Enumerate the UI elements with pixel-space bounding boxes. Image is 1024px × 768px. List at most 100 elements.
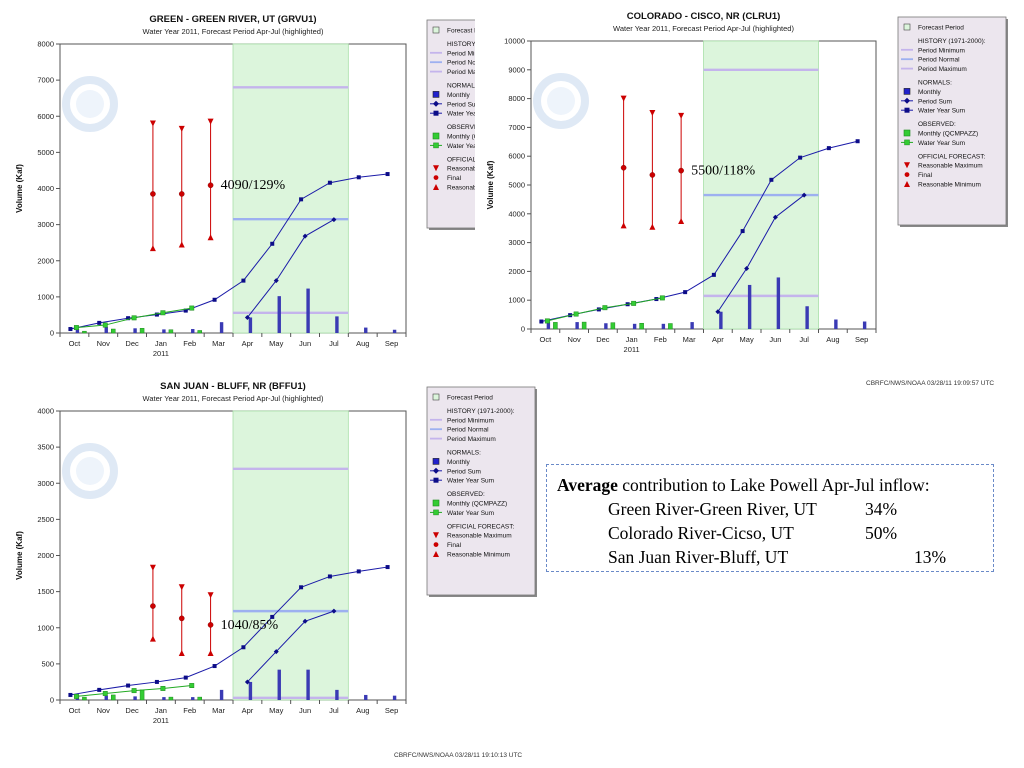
x-tick-label: Feb [183, 339, 196, 348]
forecast-annotation: 4090/129% [221, 178, 286, 193]
observed-monthly-bar [668, 323, 673, 330]
x-tick-label: Dec [125, 339, 139, 348]
observed-monthly-bar [610, 322, 616, 330]
normal-monthly-bar [219, 689, 224, 700]
noaa-watermark-icon [76, 90, 104, 118]
x-tick-label: Sep [385, 706, 398, 715]
forecast-min-marker [207, 234, 214, 241]
legend-history-header: HISTORY (1971-2000): [918, 38, 986, 45]
water-year-sum-point [212, 664, 217, 669]
x-tick-label: May [269, 706, 283, 715]
legend-official-header: OFFICIAL FORECAST: [918, 153, 985, 160]
observed-monthly-bar [197, 696, 202, 701]
legend-swatch [433, 542, 439, 547]
legend-swatch [904, 162, 910, 169]
y-tick-label: 2000 [37, 256, 54, 265]
forecast-max-marker [620, 95, 627, 102]
normal-monthly-bar [162, 697, 166, 700]
normal-monthly-bar [306, 288, 310, 333]
normal-monthly-bar [306, 669, 310, 700]
legend-forecast-period: Forecast Period [447, 395, 493, 402]
observed-water-year-sum-point [160, 685, 166, 691]
summary-row-label: Green River-Green River, UT [608, 499, 817, 519]
summary-row-pct: 34% [865, 499, 898, 519]
water-year-sum-point [683, 290, 688, 295]
x-tick-label: Dec [125, 706, 139, 715]
legend-final: Final [447, 175, 462, 182]
chart-san-juan-river: 0 500 1000 1500 2000 2500 3000 3500 4000 Oct Nov De… [15, 381, 537, 725]
y-tick-label: 6000 [508, 152, 525, 161]
forecast-final-marker [178, 191, 185, 197]
legend-monthly-qcmpazz: Monthly (QCMPAZZ) [447, 134, 480, 141]
y-tick-label: 0 [50, 696, 54, 705]
legend-swatch [433, 165, 439, 172]
x-tick-label: Sep [855, 335, 868, 344]
observed-water-year-sum-point [131, 315, 137, 321]
y-tick-label: 500 [41, 659, 54, 668]
legend-swatch [433, 142, 439, 149]
forecast-final-marker [178, 615, 185, 622]
x-tick-label: Dec [596, 335, 610, 344]
forecast-max-marker [207, 118, 214, 125]
observed-water-year-sum-point [631, 300, 637, 306]
forecast-max-marker [678, 112, 685, 119]
legend-monthly: Monthly [447, 92, 471, 99]
observed-monthly-bar [639, 322, 644, 330]
legend-observed-header: OBSERVED: [447, 491, 485, 498]
legend-swatch [904, 107, 910, 113]
observed-water-year-sum-point [189, 305, 195, 311]
x-tick-label: Jan [155, 339, 167, 348]
normal-monthly-bar [862, 321, 867, 329]
normal-monthly-bar [776, 277, 781, 329]
legend-water-year-sum: Water Year Sum [918, 108, 965, 115]
normal-monthly-bar [632, 323, 637, 329]
forecast-final-marker [150, 603, 156, 609]
x-tick-label: Nov [97, 339, 111, 348]
period-sum-line [247, 610, 335, 683]
period-sum-point [744, 266, 750, 272]
observed-monthly-bar [139, 328, 145, 334]
y-tick-label: 3000 [508, 238, 525, 247]
forecast-min-marker [678, 218, 685, 224]
period-sum-point [244, 679, 250, 685]
period-sum-point [273, 278, 279, 284]
legend: Forecast Period HISTORY (1971-2000): Perio… [426, 19, 480, 230]
normal-monthly-bar [575, 322, 579, 329]
noaa-watermark-icon [62, 76, 118, 132]
normal-monthly-bar [277, 669, 281, 700]
normal-monthly-bar [392, 329, 397, 333]
x-tick-label: May [740, 335, 754, 344]
chart-subtitle: Water Year 2011, Forecast Period Apr-Jul… [613, 24, 794, 33]
chart-green-river: 0 1000 2000 3000 4000 5000 6000 7000 8000 Oct Nov D… [15, 14, 480, 358]
legend-monthly-qcmpazz: Monthly (QCMPAZZ) [447, 501, 507, 508]
summary-title-bold: Average [557, 475, 618, 495]
normal-monthly-bar [747, 284, 752, 329]
x-tick-label: Nov [97, 706, 111, 715]
y-tick-label: 7000 [37, 76, 54, 85]
noaa-watermark-icon [62, 443, 118, 499]
noaa-watermark-icon [533, 73, 589, 129]
normal-monthly-bar [335, 689, 339, 700]
water-year-sum-point [68, 327, 73, 332]
normal-monthly-bar [133, 328, 137, 333]
chart-title: COLORADO - CISCO, NR (CLRU1) [627, 11, 781, 22]
observed-water-year-sum-point [102, 322, 108, 328]
water-year-sum-point [299, 197, 304, 202]
legend-observed-header: OBSERVED: [918, 121, 956, 128]
observed-water-year-sum-point [73, 693, 79, 699]
legend-swatch [904, 97, 910, 104]
legend: Forecast Period HISTORY (1971-2000): Perio… [897, 16, 1008, 227]
x-tick-label: Mar [212, 706, 225, 715]
forecast-max-marker [178, 584, 185, 591]
y-tick-label: 9000 [508, 65, 525, 74]
period-sum-point [801, 192, 807, 198]
normal-monthly-bar [335, 316, 339, 333]
x-tick-label: Feb [654, 335, 667, 344]
y-axis-label: Volume (Kaf) [15, 531, 24, 580]
x-tick-label: Jun [299, 339, 311, 348]
forecast-final-marker [150, 191, 156, 197]
water-year-sum-point [212, 297, 217, 302]
x-tick-label: Jul [329, 706, 339, 715]
legend-swatch [432, 458, 440, 465]
year-label: 2011 [624, 345, 640, 354]
